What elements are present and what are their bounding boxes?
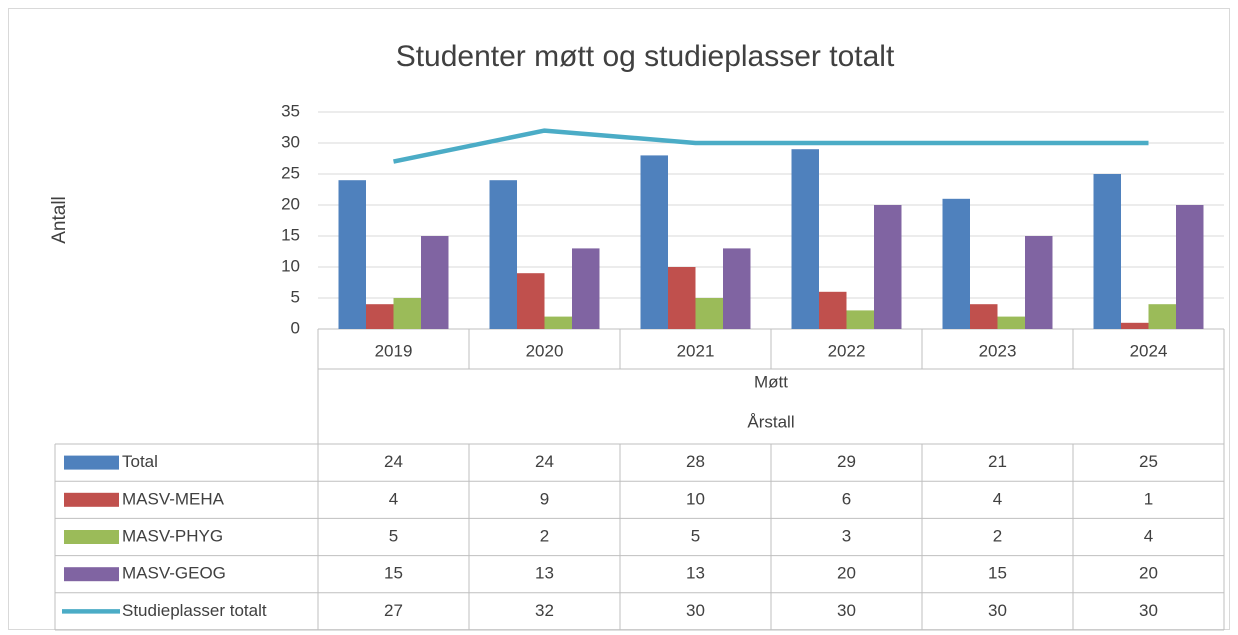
y-tick-label: 10 (281, 256, 300, 275)
y-axis-label: Antall (49, 196, 70, 244)
table-cell: 30 (1139, 601, 1158, 620)
bar (489, 180, 517, 329)
bar (723, 248, 751, 329)
legend-label: MASV-GEOG (122, 564, 226, 583)
table-cell: 4 (389, 489, 398, 508)
bar (874, 205, 902, 329)
table-cell: 30 (988, 601, 1007, 620)
x-tick-label: 2022 (828, 341, 866, 360)
bar (338, 180, 366, 329)
bar (695, 298, 723, 329)
table-cell: 4 (1144, 526, 1153, 545)
x-tick-label: 2019 (375, 341, 413, 360)
legend-label: MASV-PHYG (122, 526, 223, 545)
legend-key (64, 530, 119, 544)
table-cell: 28 (686, 452, 705, 471)
y-tick-label: 30 (281, 132, 300, 151)
table-cell: 15 (988, 564, 1007, 583)
table-cell: 2 (993, 526, 1002, 545)
y-tick-label: 35 (281, 101, 300, 120)
table-cell: 15 (384, 564, 403, 583)
x-tick-label: 2023 (979, 341, 1017, 360)
table-cell: 1 (1144, 489, 1153, 508)
table-cell: 27 (384, 601, 403, 620)
legend-label: MASV-MEHA (122, 489, 225, 508)
legend-key (64, 567, 119, 582)
bar (393, 298, 421, 329)
bar (970, 304, 998, 329)
table-cell: 30 (686, 601, 705, 620)
x-tick-label: 2021 (677, 341, 715, 360)
x-tick-label: 2024 (1130, 341, 1168, 360)
table-cell: 20 (1139, 564, 1158, 583)
chart-title: Studenter møtt og studieplasser totalt (396, 40, 895, 73)
x-tick-label: 2020 (526, 341, 564, 360)
table-cell: 2 (540, 526, 549, 545)
table-cell: 9 (540, 489, 549, 508)
bar (572, 248, 600, 329)
line (393, 128, 1149, 164)
legend-key (64, 492, 119, 507)
table-cell: 3 (842, 526, 851, 545)
table-cell: 13 (686, 564, 705, 583)
bar (1148, 304, 1176, 329)
table-cell: 25 (1139, 452, 1158, 471)
table-cell: 4 (993, 489, 1002, 508)
y-tick-label: 0 (291, 318, 300, 337)
bar (517, 273, 545, 329)
y-tick-label: 25 (281, 163, 300, 182)
legend-label: Studieplasser totalt (122, 601, 267, 620)
bar (544, 316, 572, 329)
table-cell: 13 (535, 564, 554, 583)
bar (997, 316, 1025, 329)
bar (846, 310, 874, 329)
bar (1176, 205, 1204, 329)
table-cell: 20 (837, 564, 856, 583)
table-cell: 6 (842, 489, 851, 508)
x-sublabel: Møtt (754, 372, 788, 391)
table-cell: 21 (988, 452, 1007, 471)
bar (366, 304, 394, 329)
bar (1093, 174, 1121, 329)
table-cell: 5 (389, 526, 398, 545)
bar (1121, 322, 1149, 329)
y-tick-label: 20 (281, 194, 300, 213)
y-tick-label: 15 (281, 225, 300, 244)
table-cell: 32 (535, 601, 554, 620)
bar (942, 198, 970, 329)
legend-key (64, 455, 119, 470)
bar (421, 236, 449, 329)
legend-label: Total (122, 452, 158, 471)
table-cell: 30 (837, 601, 856, 620)
table-cell: 5 (691, 526, 700, 545)
table-cell: 24 (535, 452, 554, 471)
bar (791, 149, 819, 329)
table-cell: 29 (837, 452, 856, 471)
bar (1025, 236, 1053, 329)
y-tick-label: 5 (291, 287, 300, 306)
table-cell: 24 (384, 452, 403, 471)
bar (668, 267, 696, 329)
bar (640, 155, 668, 329)
table-cell: 10 (686, 489, 705, 508)
x-axis-label: Årstall (747, 412, 794, 431)
bar (819, 291, 847, 329)
